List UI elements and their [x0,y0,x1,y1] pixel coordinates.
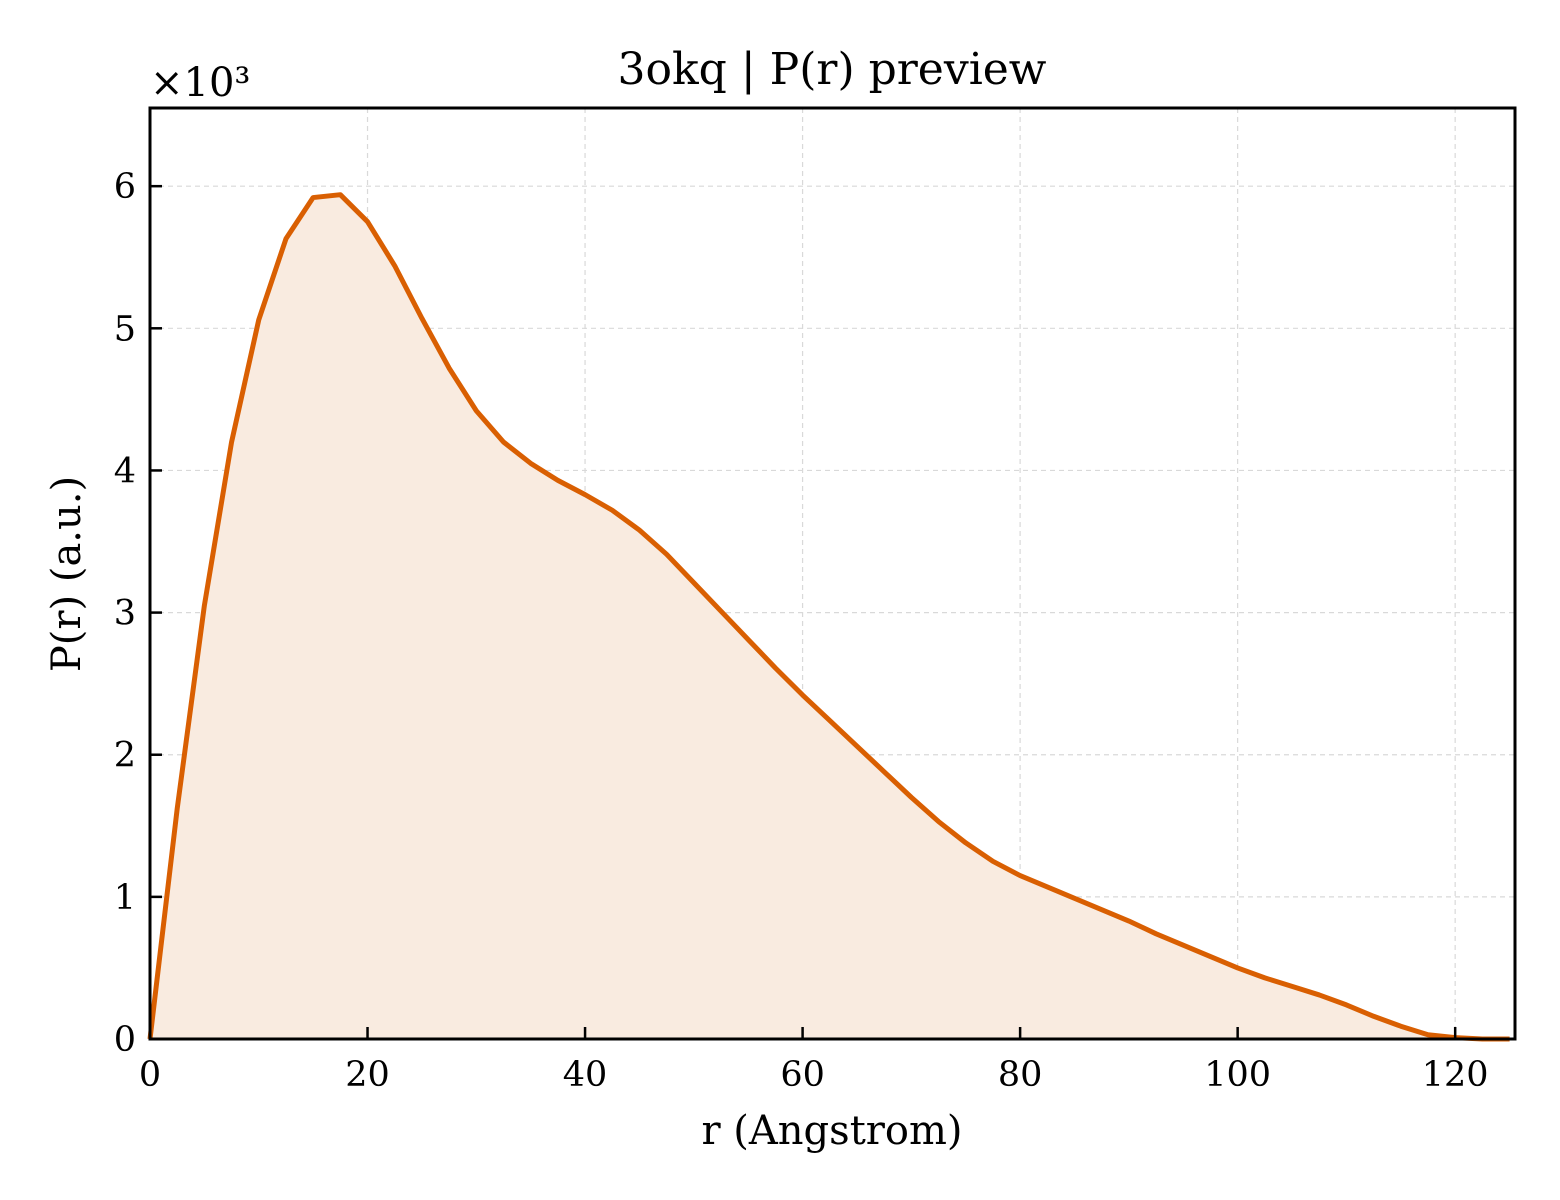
area-fill [150,194,1510,1039]
x-tick-label: 0 [139,1055,161,1095]
chart-title: 3okq | P(r) preview [618,44,1047,95]
y-multiplier-label: ×10³ [150,60,250,106]
y-tick-label: 3 [114,594,136,634]
axis-ticks: 0 20 40 60 80 100 120 0 1 2 3 4 5 6 [114,167,1489,1095]
x-tick-label: 40 [563,1055,608,1095]
x-tick-label: 100 [1204,1055,1271,1095]
x-tick-label: 120 [1422,1055,1489,1095]
y-axis-label: P(r) (a.u.) [44,476,90,672]
y-tick-label: 4 [114,451,136,491]
x-tick-label: 80 [998,1055,1043,1095]
x-tick-label: 20 [345,1055,390,1095]
x-tick-label: 60 [780,1055,825,1095]
y-tick-label: 5 [114,309,136,349]
x-axis-label: r (Angstrom) [701,1108,962,1154]
y-tick-label: 1 [114,878,136,918]
plot-frame [148,106,1517,1041]
y-tick-label: 0 [114,1020,136,1060]
series-line [147,192,1510,1042]
y-tick-label: 2 [114,736,136,776]
y-tick-label: 6 [114,167,136,207]
